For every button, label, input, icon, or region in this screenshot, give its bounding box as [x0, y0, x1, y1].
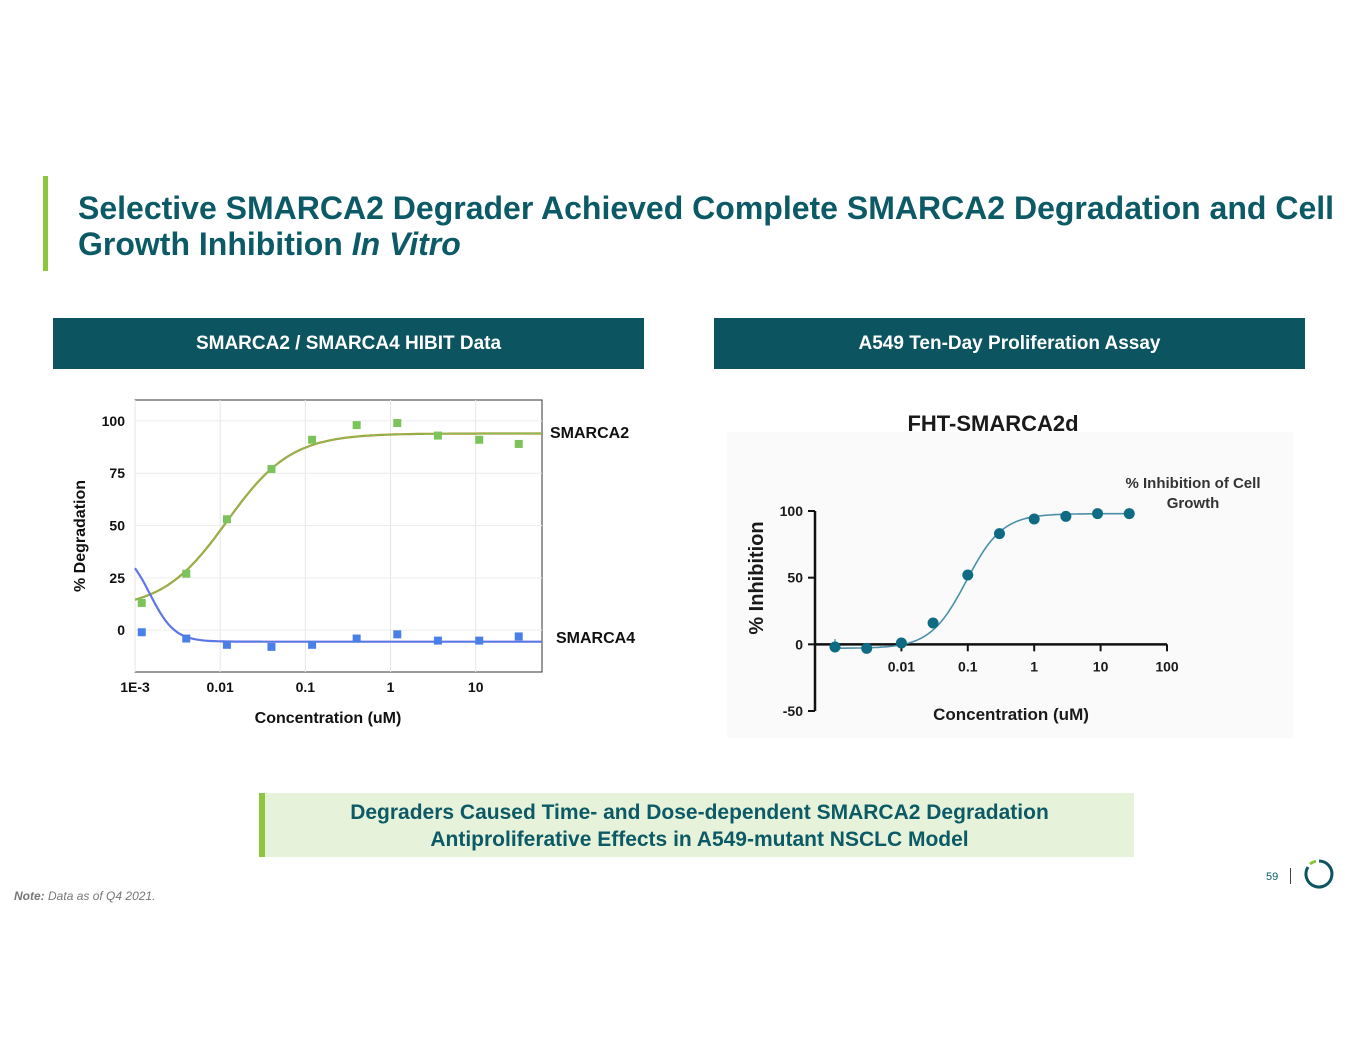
page-title: Selective SMARCA2 Degrader Achieved Comp… — [78, 190, 1358, 262]
data-point — [962, 569, 974, 581]
data-point-smarca2 — [182, 569, 191, 578]
footnote: Note: Data as of Q4 2021. — [14, 889, 155, 903]
y-axis-label: % Degradation — [72, 480, 89, 592]
data-point-smarca2 — [267, 465, 276, 474]
data-point-smarca4 — [267, 642, 276, 651]
data-point-smarca4 — [433, 636, 442, 645]
data-point-smarca4 — [514, 632, 523, 641]
data-point-smarca2 — [308, 435, 317, 444]
data-point-smarca4 — [393, 630, 402, 639]
x-tick-label: 0.01 — [207, 679, 234, 695]
data-point — [1092, 508, 1104, 520]
y-axis-label: % Inhibition — [746, 521, 768, 634]
x-tick-label: 10 — [468, 679, 484, 695]
legend-label-line1: % Inhibition of Cell — [1126, 475, 1261, 492]
x-tick-label: 0.01 — [888, 658, 915, 674]
y-tick-label: 50 — [787, 570, 803, 586]
callout-line-1: Degraders Caused Time- and Dose-dependen… — [350, 801, 1049, 824]
chart-background — [727, 432, 1293, 738]
chart-title: FHT-SMARCA2d — [907, 411, 1078, 436]
data-point-smarca2 — [475, 435, 484, 444]
y-tick-label: 25 — [109, 570, 125, 586]
x-axis-label: Concentration (uM) — [255, 710, 402, 727]
x-tick-label: 1 — [1030, 658, 1038, 674]
data-point-smarca2 — [137, 598, 146, 607]
legend-label-line2: Growth — [1167, 495, 1220, 512]
data-point-smarca2 — [222, 515, 231, 524]
data-point-smarca4 — [137, 628, 146, 637]
y-tick-label: 50 — [109, 518, 125, 534]
data-point — [861, 642, 873, 654]
x-tick-label: 0.1 — [958, 658, 978, 674]
data-point — [829, 641, 841, 653]
page-separator — [1290, 868, 1291, 884]
y-tick-label: 100 — [102, 413, 126, 429]
x-tick-label: 0.1 — [296, 679, 316, 695]
data-point-smarca2 — [433, 431, 442, 440]
y-tick-label: 0 — [795, 636, 803, 652]
title-accent-bar — [43, 176, 48, 271]
fit-curve — [835, 512, 1130, 649]
x-tick-label: 10 — [1093, 658, 1109, 674]
y-tick-label: 100 — [780, 503, 804, 519]
data-point — [1060, 510, 1072, 522]
data-point-smarca4 — [308, 640, 317, 649]
data-point — [927, 617, 939, 629]
series-label-smarca2: SMARCA2 — [550, 425, 629, 442]
right-panel-header: A549 Ten-Day Proliferation Assay — [714, 318, 1305, 369]
proliferation-chart: FHT-SMARCA2d % Inhibition of Cell Growth… — [727, 411, 1293, 738]
callout-line-2: Antiproliferative Effects in A549-mutant… — [430, 828, 969, 851]
data-point — [1123, 508, 1135, 520]
title-main: Selective SMARCA2 Degrader Achieved Comp… — [78, 190, 1335, 262]
x-axis-label: Concentration (uM) — [933, 705, 1089, 724]
data-point-smarca4 — [352, 634, 361, 643]
left-panel-header: SMARCA2 / SMARCA4 HIBIT Data — [53, 318, 644, 369]
company-logo-icon — [1304, 859, 1334, 889]
data-point — [993, 528, 1005, 540]
data-point — [895, 637, 907, 649]
note-label: Note: — [14, 889, 45, 903]
data-point — [1028, 513, 1040, 525]
y-tick-label: -50 — [783, 703, 803, 719]
note-text: Data as of Q4 2021. — [48, 889, 156, 903]
x-tick-label: 100 — [1155, 658, 1179, 674]
y-tick-label: 0 — [117, 622, 125, 638]
data-point-smarca2 — [514, 439, 523, 448]
data-point-smarca2 — [393, 419, 402, 428]
data-point-smarca4 — [182, 634, 191, 643]
data-point-smarca4 — [222, 640, 231, 649]
y-tick-label: 75 — [109, 465, 125, 481]
x-tick-label: 1E-3 — [120, 679, 150, 695]
fit-curve-overlay-smarca4 — [134, 567, 542, 643]
series-label-smarca4: SMARCA4 — [556, 630, 635, 647]
plot-frame — [134, 399, 543, 673]
x-tick-label: 1 — [387, 679, 395, 695]
title-italic: In Vitro — [351, 226, 461, 262]
data-point-smarca2 — [352, 421, 361, 430]
key-finding-callout: Degraders Caused Time- and Dose-dependen… — [259, 793, 1134, 857]
fit-curve-overlay-smarca2 — [134, 432, 542, 601]
data-point-smarca4 — [475, 636, 484, 645]
page-number: 59 — [1266, 871, 1279, 883]
